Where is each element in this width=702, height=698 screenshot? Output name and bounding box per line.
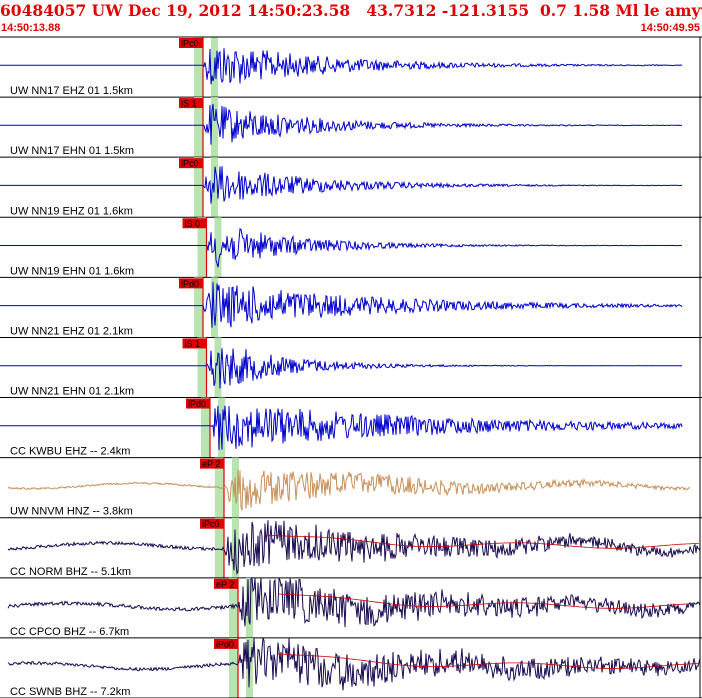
waveform [0,282,683,328]
waveform [7,520,701,575]
station-label: CC SWNB BHZ -- 7.2km [10,686,130,698]
pick-label: iPc0 [181,159,199,169]
pick-label-box [200,458,224,469]
pick-label: iS 1 [181,99,197,109]
pick-label: iPc0 [181,39,199,49]
pick-label: iS 1 [185,339,201,349]
waveform [0,48,683,85]
synthetic-trace [277,653,698,669]
start-time-label: 14:50:13.88 [1,22,61,34]
trace-panel: iPd0 CC SWNB BHZ -- 7.2km [0,637,702,698]
station-label: UW NN17 EHZ 01 1.5km [10,85,133,97]
station-label: UW NN21 EHZ 01 2.1km [10,325,133,337]
pick-label-box [179,278,203,289]
waveform [0,348,682,389]
pick-label-box [186,398,210,409]
waveform [7,469,691,511]
synthetic-trace [263,534,699,549]
pick-window [215,517,224,578]
pick-window [214,337,222,398]
station-label: UW NN19 EHN 01 1.6km [10,265,134,277]
trace-panel: iS 1 UW NN17 EHN 01 1.5km [0,97,702,158]
pick-label: iPd0 [181,279,199,289]
trace-panel: iPc0 UW NN17 EHZ 01 1.5km [0,37,702,98]
pick-window [229,637,238,698]
pick-label: iPd0 [216,639,234,649]
waveform [0,405,683,450]
pick-window [194,97,203,158]
waveform [0,227,682,268]
pick-window [246,577,253,638]
trace-panel: iPd0 UW NN21 EHZ 01 2.1km [0,277,702,338]
pick-label-box [182,338,207,349]
station-label: CC CPCO BHZ -- 6.7km [10,626,129,638]
pick-window [214,217,222,278]
pick-label: iS 0 [185,219,201,229]
station-label: UW NNVM HNZ -- 3.8km [10,506,133,518]
station-label: CC KWBU EHZ -- 2.4km [10,446,130,458]
pick-label: eP 2 [216,579,234,589]
waveform [0,103,683,145]
trace-panel: iS 1 UW NN21 EHN 01 2.1km [0,337,702,399]
station-label: UW NN17 EHN 01 1.5km [10,145,134,157]
pick-label: iPc0 [202,519,220,529]
pick-window [194,277,203,338]
pick-window [194,157,203,218]
pick-label-box [182,218,207,229]
pick-window [201,397,210,458]
trace-panel: eP 2 CC CPCO BHZ -- 6.7km [0,577,702,639]
waveform [0,166,683,204]
trace-panel: iS 0 UW NN19 EHN 01 1.6km [0,217,702,278]
pick-label: iPd0 [188,399,206,409]
trace-panel: iPd0 CC KWBU EHZ -- 2.4km [0,397,702,459]
trace-panel: iPc0 UW NN19 EHZ 01 1.6km [0,157,702,218]
station-label: CC NORM BHZ -- 5.1km [10,566,131,578]
pick-label-box [214,578,238,589]
pick-window [197,337,207,398]
trace-panel: eP 2 UW NNVM HNZ -- 3.8km [0,457,702,519]
station-label: UW NN21 EHN 01 2.1km [10,386,134,398]
pick-window [194,37,203,98]
pick-label-box [214,638,238,649]
station-label: UW NN19 EHZ 01 1.6km [10,205,133,217]
pick-label: eP 2 [202,459,220,469]
waveform [7,637,701,691]
waveform [7,577,701,628]
synthetic-trace [277,593,698,609]
pick-window [218,397,225,458]
pick-window [211,277,218,338]
event-header: 60484057 UW Dec 19, 2012 14:50:23.58 43.… [0,1,702,20]
end-time-label: 14:50:49.95 [640,22,700,34]
pick-label-box [179,98,203,109]
pick-label-box [200,518,224,529]
trace-panel: iPc0 CC NORM BHZ -- 5.1km [0,517,702,579]
pick-window [197,217,207,278]
pick-window [211,97,218,158]
pick-label-box [179,158,203,169]
pick-label-box [179,38,203,48]
